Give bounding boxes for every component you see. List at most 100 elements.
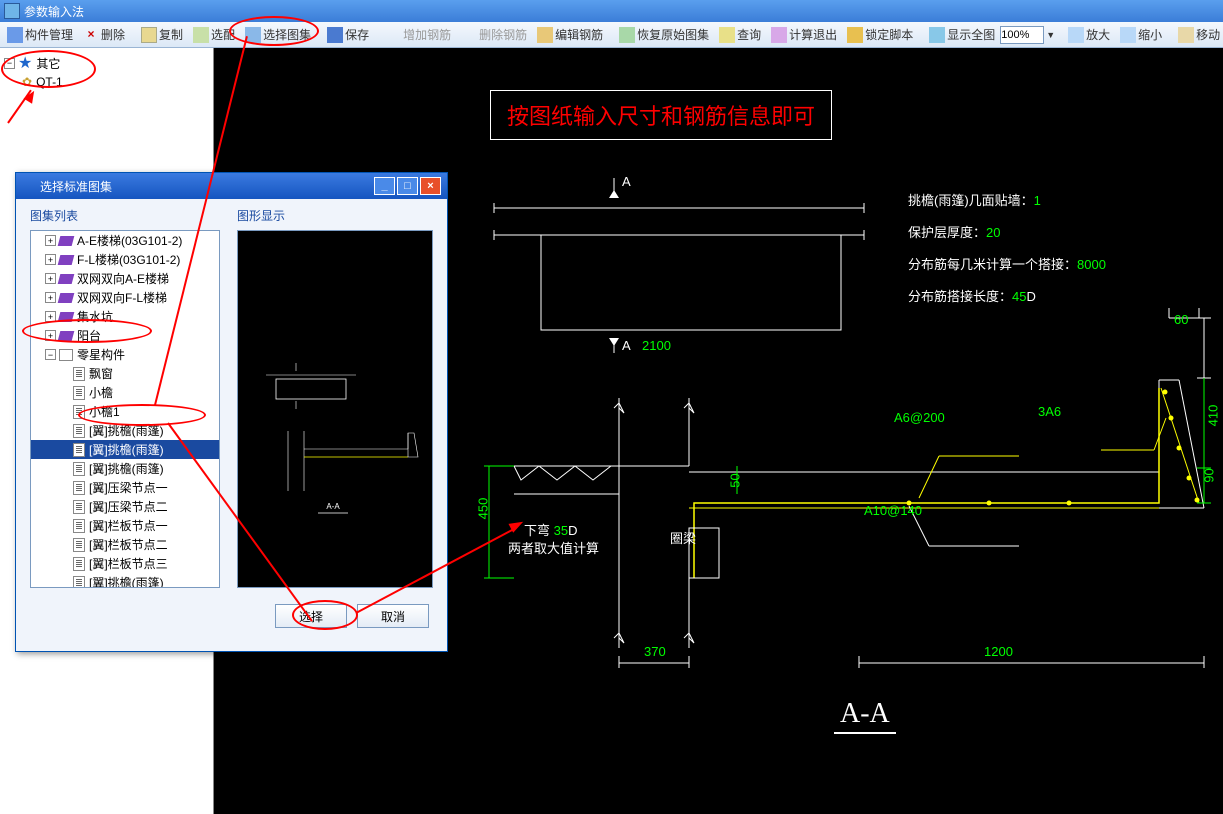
zoomout-icon	[1120, 27, 1136, 43]
zoom-in-button[interactable]: 放大	[1064, 24, 1114, 45]
lock-script-button[interactable]: 锁定脚本	[843, 24, 917, 45]
rebar-a6-200[interactable]: A6@200	[894, 410, 945, 425]
tree-item-c9[interactable]: [翼]栏板节点一	[31, 516, 219, 535]
query-icon	[719, 27, 735, 43]
zoomin-icon	[1068, 27, 1084, 43]
tree-item-c2[interactable]: 小檐	[31, 383, 219, 402]
copy-button[interactable]: 复制	[137, 24, 187, 45]
delete-icon: ×	[83, 27, 99, 43]
copy-icon	[141, 27, 157, 43]
delete-button[interactable]: ×删除	[79, 24, 129, 45]
tree-item-c1[interactable]: 飘窗	[31, 364, 219, 383]
star-icon: ★	[18, 53, 32, 73]
toolbar: 构件管理 ×删除 复制 选配 选择图集 保存 增加钢筋 删除钢筋 编辑钢筋 恢复…	[0, 22, 1223, 48]
tree-item-fl[interactable]: +F-L楼梯(03G101-2)	[31, 250, 219, 269]
dialog-icon	[22, 179, 36, 193]
tree-item-c10[interactable]: [翼]栏板节点二	[31, 535, 219, 554]
atlas-tree[interactable]: +A-E楼梯(03G101-2) +F-L楼梯(03G101-2) +双网双向A…	[30, 230, 220, 588]
component-icon	[7, 27, 23, 43]
edit-icon	[537, 27, 553, 43]
select-match-button[interactable]: 选配	[189, 24, 239, 45]
add-icon	[385, 27, 401, 43]
dim-370[interactable]: 370	[644, 644, 666, 659]
move-button[interactable]: 移动	[1174, 24, 1223, 45]
rebar-3a6[interactable]: 3A6	[1038, 404, 1061, 419]
tree-item-misc[interactable]: −零星构件	[31, 345, 219, 364]
tree-item-c3[interactable]: 小檐1	[31, 402, 219, 421]
tree-item-balcony[interactable]: +阳台	[31, 326, 219, 345]
del-icon	[461, 27, 477, 43]
instruction-box: 按图纸输入尺寸和钢筋信息即可	[490, 90, 832, 140]
section-mark-a-bot: A	[622, 338, 631, 353]
calc-exit-button[interactable]: 计算退出	[767, 24, 841, 45]
save-icon	[327, 27, 343, 43]
param-4[interactable]: 分布筋搭接长度：45D	[908, 286, 1036, 305]
tree-root[interactable]: − ★ 其它	[4, 52, 209, 74]
dialog-title: 选择标准图集	[40, 178, 112, 195]
param-1[interactable]: 挑檐(雨篷)几面贴墙：1	[908, 190, 1041, 209]
save-button[interactable]: 保存	[323, 24, 373, 45]
plan-view	[484, 178, 884, 358]
select-button[interactable]: 选择	[275, 604, 347, 628]
restore-atlas-button[interactable]: 恢复原始图集	[615, 24, 713, 45]
move-icon	[1178, 27, 1194, 43]
param-2[interactable]: 保护层厚度：20	[908, 222, 1000, 241]
minimize-button[interactable]: _	[374, 177, 395, 195]
cancel-button[interactable]: 取消	[357, 604, 429, 628]
dim-1200[interactable]: 1200	[984, 644, 1013, 659]
showall-icon	[929, 27, 945, 43]
tree-item-sump[interactable]: +集水坑	[31, 307, 219, 326]
edit-rebar-button[interactable]: 编辑钢筋	[533, 24, 607, 45]
query-button[interactable]: 查询	[715, 24, 765, 45]
atlas-dialog: 选择标准图集 _ □ × 图集列表 +A-E楼梯(03G101-2) +F-L楼…	[15, 172, 448, 652]
dim-90[interactable]: 90	[1202, 468, 1217, 482]
close-button[interactable]: ×	[420, 177, 441, 195]
calc-icon	[771, 27, 787, 43]
titlebar: 参数输入法	[0, 0, 1223, 22]
add-rebar-button[interactable]: 增加钢筋	[381, 24, 455, 45]
preview-box: A-A	[237, 230, 433, 588]
lock-icon	[847, 27, 863, 43]
tree-item-c5-selected[interactable]: [翼]挑檐(雨篷)	[31, 440, 219, 459]
param-3[interactable]: 分布筋每几米计算一个搭接：8000	[908, 254, 1106, 273]
preview-svg: A-A	[238, 231, 434, 589]
restore-icon	[619, 27, 635, 43]
zoom-input[interactable]	[1000, 26, 1044, 44]
tree-item-c12[interactable]: [翼]挑檐(雨篷)	[31, 573, 219, 588]
dim-410[interactable]: 410	[1205, 405, 1220, 427]
tree-item-c11[interactable]: [翼]栏板节点三	[31, 554, 219, 573]
tree-item-c7[interactable]: [翼]压梁节点一	[31, 478, 219, 497]
preview-label: 图形显示	[237, 207, 433, 224]
app-title: 参数输入法	[24, 3, 84, 20]
app-icon	[4, 3, 20, 19]
tree-item-c8[interactable]: [翼]压梁节点二	[31, 497, 219, 516]
tree-item-ae[interactable]: +A-E楼梯(03G101-2)	[31, 231, 219, 250]
atlas-icon	[245, 27, 261, 43]
bend-text: 下弯 35D	[524, 520, 578, 539]
svg-text:A-A: A-A	[326, 502, 340, 511]
bend-text-2: 两者取大值计算	[508, 538, 599, 557]
maximize-button[interactable]: □	[397, 177, 418, 195]
select-atlas-button[interactable]: 选择图集	[241, 24, 315, 45]
dialog-titlebar[interactable]: 选择标准图集 _ □ ×	[16, 173, 447, 199]
tree-item-c4[interactable]: [翼]挑檐(雨篷)	[31, 421, 219, 440]
tree-item-dual-fl[interactable]: +双网双向F-L楼梯	[31, 288, 219, 307]
section-mark-a-top: A	[622, 174, 631, 189]
dim-450[interactable]: 450	[475, 498, 490, 520]
tree-child[interactable]: ✿ QT-1	[4, 74, 209, 90]
tree-item-c6[interactable]: [翼]挑檐(雨篷)	[31, 459, 219, 478]
section-title: A-A	[834, 698, 896, 734]
del-rebar-button[interactable]: 删除钢筋	[457, 24, 531, 45]
tree-item-dual-ae[interactable]: +双网双向A-E楼梯	[31, 269, 219, 288]
dim-50[interactable]: 50	[728, 473, 743, 487]
rebar-a10-140[interactable]: A10@140	[864, 503, 922, 518]
show-all-button[interactable]: 显示全图	[925, 24, 999, 45]
ring-beam-label: 圈梁	[670, 528, 696, 547]
component-mgr-button[interactable]: 构件管理	[3, 24, 77, 45]
dim-2100[interactable]: 2100	[642, 338, 671, 353]
match-icon	[193, 27, 209, 43]
list-label: 图集列表	[30, 207, 225, 224]
gear-icon: ✿	[22, 75, 32, 89]
zoom-out-button[interactable]: 缩小	[1116, 24, 1166, 45]
dim-60[interactable]: 60	[1174, 312, 1188, 327]
